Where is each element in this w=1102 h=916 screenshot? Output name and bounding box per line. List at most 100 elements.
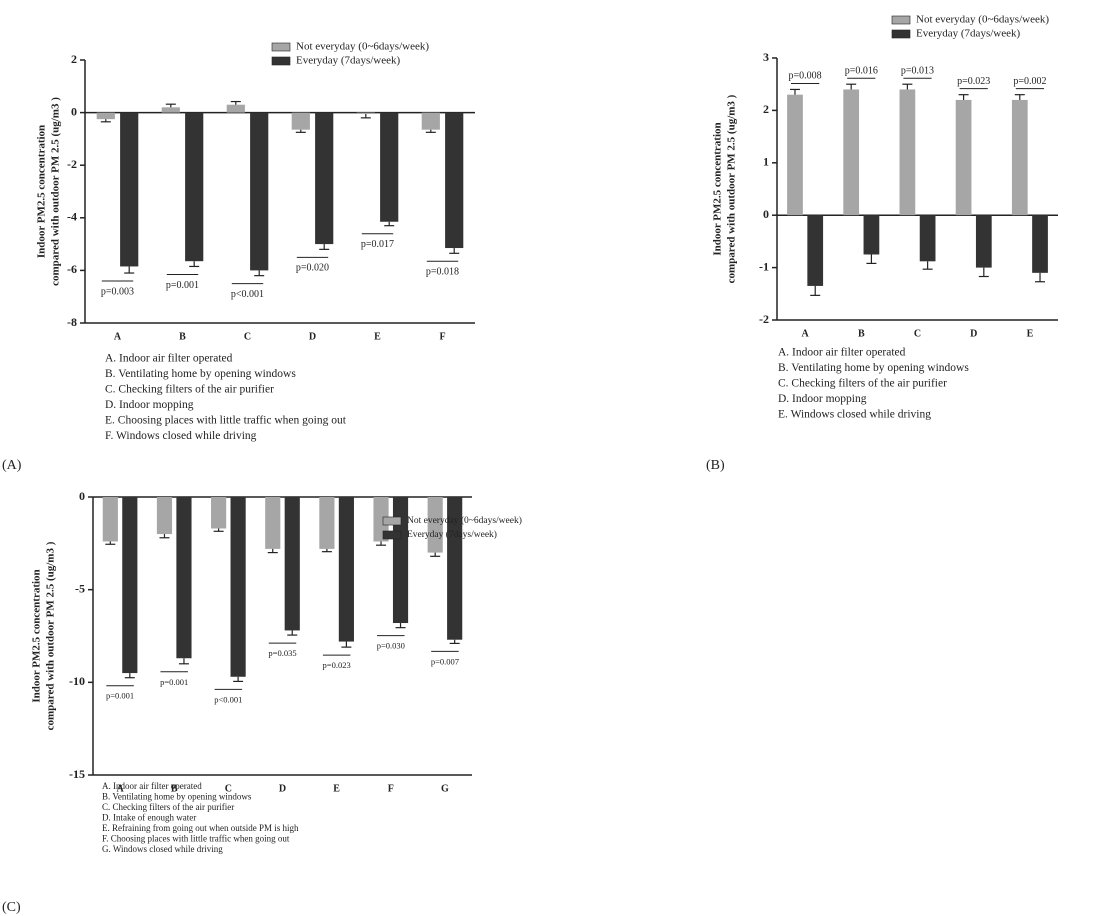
note: D. Intake of enough water	[102, 813, 196, 823]
p-value: p=0.018	[426, 267, 459, 278]
legend-label: Not everyday (0~6days/week)	[296, 41, 429, 53]
legend-label: Not everyday (0~6days/week)	[407, 515, 522, 526]
p-value: p=0.013	[901, 65, 934, 76]
x-tick-label: C	[914, 328, 921, 339]
note: B. Ventilating home by opening windows	[105, 368, 296, 380]
bar	[863, 215, 880, 255]
y-tick-label: -10	[69, 674, 85, 688]
note: E. Windows closed while driving	[778, 409, 931, 421]
bar	[230, 497, 246, 677]
bar	[447, 497, 463, 640]
panel-label: (B)	[706, 458, 725, 473]
y-tick-label: 1	[763, 155, 769, 169]
bar	[250, 112, 269, 271]
y-axis-label: Indoor PM2.5 concentration	[31, 569, 43, 702]
x-tick-label: A	[116, 783, 124, 794]
note: E. Choosing places with little traffic w…	[105, 415, 347, 427]
bar	[807, 215, 824, 286]
note: G. Windows closed while driving	[102, 844, 223, 854]
x-tick-label: B	[171, 783, 178, 794]
bar	[338, 497, 354, 642]
bar	[156, 497, 173, 535]
y-tick-label: 0	[79, 489, 85, 503]
note: F. Windows closed while driving	[105, 430, 257, 442]
legend-label: Everyday (7days/week)	[296, 55, 400, 67]
bar	[392, 497, 409, 624]
legend-label: Everyday (7days/week)	[916, 28, 1020, 40]
note: B. Ventilating home by opening windows	[778, 362, 969, 374]
x-tick-label: F	[439, 331, 445, 342]
p-value: p=0.035	[268, 648, 296, 658]
p-value: p=0.007	[431, 656, 459, 666]
p-value: p=0.023	[957, 76, 990, 87]
y-axis-label: Indoor PM2.5 concentration	[36, 125, 48, 258]
p-value: p<0.001	[231, 289, 264, 300]
legend-swatch	[271, 42, 291, 52]
p-value: p=0.001	[160, 677, 188, 687]
p-value: p=0.001	[106, 691, 134, 701]
y-tick-label: -8	[67, 315, 77, 329]
bar	[421, 112, 440, 130]
note: D. Indoor mopping	[105, 399, 194, 411]
legend-swatch	[891, 29, 911, 39]
x-tick-label: A	[801, 328, 809, 339]
y-tick-label: -2	[759, 312, 769, 326]
bar	[265, 497, 281, 549]
bar	[380, 112, 399, 222]
bar	[226, 104, 245, 113]
legend-swatch	[382, 516, 402, 526]
x-tick-label: D	[309, 331, 316, 342]
x-tick-label: B	[179, 331, 186, 342]
y-axis-label: compared with outdoor PM 2.5 (ug/m3 )	[50, 97, 62, 286]
bar	[787, 94, 803, 216]
bar	[284, 497, 300, 631]
y-tick-label: -2	[67, 157, 77, 171]
y-axis-label: Indoor PM2.5 concentration	[712, 122, 724, 255]
p-value: p=0.020	[296, 263, 329, 274]
bar	[356, 112, 375, 114]
y-tick-label: -15	[69, 767, 85, 781]
legend-label: Not everyday (0~6days/week)	[916, 14, 1049, 26]
bar	[120, 112, 139, 267]
note: B. Ventilating home by opening windows	[102, 792, 252, 802]
bar	[445, 112, 464, 249]
x-tick-label: E	[333, 783, 340, 794]
note: A. Indoor air filter operated	[778, 347, 906, 359]
x-tick-label: B	[858, 328, 865, 339]
bar	[291, 112, 310, 130]
bar	[96, 112, 115, 120]
note: A. Indoor air filter operated	[102, 781, 202, 791]
bar	[185, 112, 204, 262]
panel-label: (A)	[2, 458, 22, 473]
bar	[176, 497, 192, 659]
bar	[843, 89, 860, 216]
x-tick-label: A	[114, 331, 122, 342]
p-value: p=0.003	[101, 286, 134, 297]
bar	[315, 112, 334, 245]
note: C. Checking filters of the air purifier	[778, 378, 947, 390]
bar	[919, 215, 936, 262]
y-tick-label: 0	[71, 104, 77, 118]
y-tick-label: 3	[763, 50, 769, 64]
legend-swatch	[271, 56, 291, 66]
y-axis-label: compared with outdoor PM 2.5 (ug/m3 )	[726, 94, 738, 283]
x-tick-label: E	[374, 331, 381, 342]
note: E. Refraining from going out when outsid…	[102, 823, 299, 833]
note: C. Checking filters of the air purifier	[102, 802, 234, 812]
p-value: p=0.002	[1013, 76, 1046, 87]
y-tick-label: 0	[763, 207, 769, 221]
legend-swatch	[382, 530, 402, 540]
y-tick-label: -4	[67, 210, 77, 224]
x-tick-label: C	[225, 783, 232, 794]
bar	[1032, 215, 1048, 273]
p-value: p<0.001	[214, 694, 242, 704]
note: F. Choosing places with little traffic w…	[102, 834, 290, 844]
bar	[1011, 99, 1028, 216]
y-tick-label: -5	[75, 581, 85, 595]
legend-label: Everyday (7days/week)	[407, 529, 497, 540]
y-tick-label: -1	[759, 259, 769, 273]
bar	[955, 99, 972, 216]
x-tick-label: E	[1027, 328, 1034, 339]
x-tick-label: D	[279, 783, 286, 794]
